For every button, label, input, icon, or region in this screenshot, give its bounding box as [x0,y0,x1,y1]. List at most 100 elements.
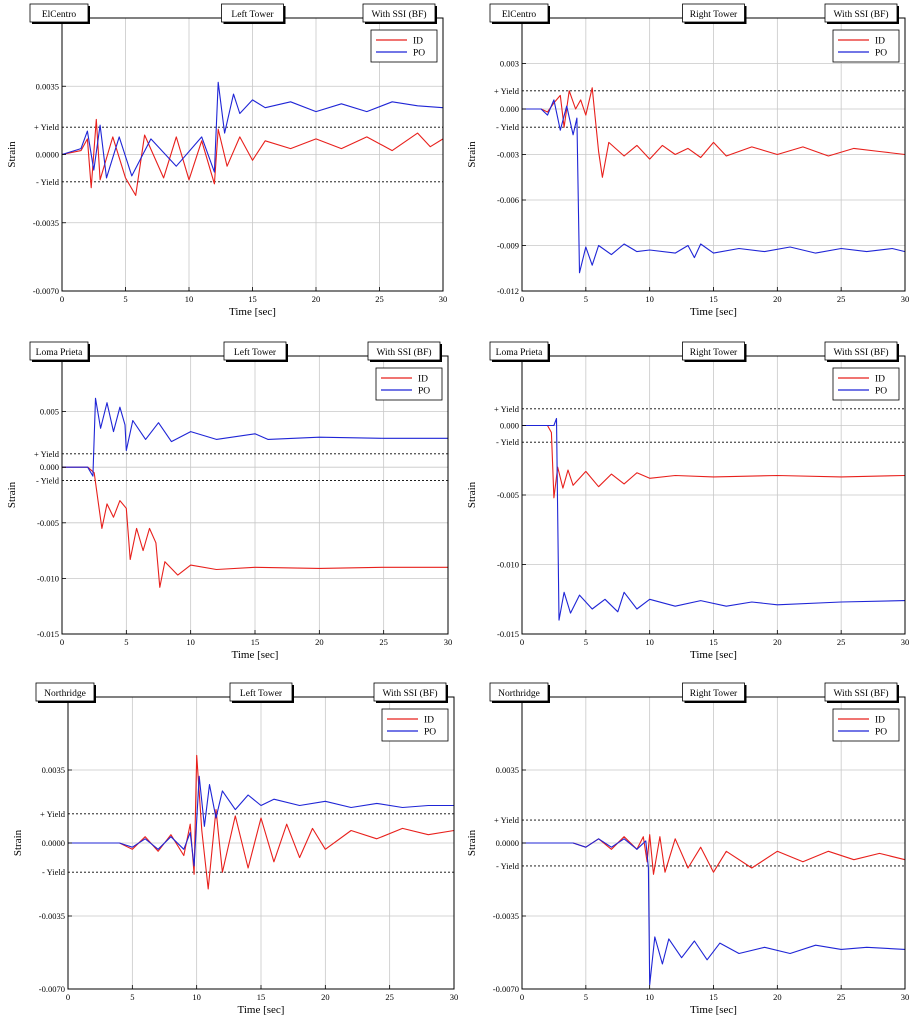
earthquake-label: Northridge [489,682,550,703]
chart-panel-5: 051015202530-0.0070-0.00350.00000.00350.… [12,682,458,1016]
x-axis-label: Time [sec] [690,649,737,661]
condition-label-box [367,341,441,361]
tower-label-box [682,682,745,702]
x-tick-label: 20 [773,992,782,1002]
y-tick-label: 0.005 [40,407,59,417]
earthquake-label-box [29,341,89,361]
legend-label-id: ID [418,375,428,385]
x-tick-label: 5 [130,992,134,1002]
y-tick-label: -0.0035 [33,218,59,228]
earthquake-label-text: Northridge [44,689,86,699]
legend-label-id: ID [875,37,885,47]
y-tick-label: 0.000 [40,462,59,472]
x-tick-label: 10 [192,992,201,1002]
legend: ID PO [375,367,443,401]
earthquake-label-box [29,3,89,23]
y-tick-label: -0.015 [37,629,59,639]
legend-label-po: PO [875,728,887,738]
x-axis-label: Time [sec] [238,1004,285,1016]
x-tick-label: 5 [584,992,588,1002]
y-tick-label: 0.0000 [496,838,519,848]
legend-label-po: PO [875,387,887,397]
chart-panel-3: 0 5 10 15 20 25 30 -0.015 -0.010 -0.005 0.000 0.005… [6,341,453,661]
tower-label-text: Left Tower [234,347,277,358]
yield-negative-label: - Yield [496,122,520,132]
x-tick-label: 5 [584,637,588,647]
legend-label-po: PO [418,387,430,397]
x-tick-label: 15 [709,992,718,1002]
tower-label-box [682,3,745,23]
x-tick-label: 15 [709,637,718,647]
yield-positive-label: + Yield [494,815,520,825]
tower-label-box [221,3,284,23]
x-tick-label: 20 [773,637,782,647]
legend-box [381,708,449,742]
earthquake-label-text: Loma Prieta [36,348,83,358]
legend-box [832,367,900,401]
legend: ID PO [381,708,449,742]
x-tick-label: 10 [186,637,195,647]
condition-label: With SSI (BF) [824,682,899,703]
x-axis-label: Time [sec] [229,306,276,318]
earthquake-label-box [35,682,95,702]
series-line-po [62,397,448,477]
yield-positive-label: + Yield [494,86,520,96]
condition-label-text: With SSI (BF) [833,9,888,20]
y-tick-label: -0.0070 [493,984,519,994]
y-axis-label: Strain [6,141,18,168]
tower-label-text: Left Tower [240,688,283,699]
y-tick-label: 0.0035 [42,765,65,775]
x-tick-label: 30 [444,637,453,647]
condition-label-box [824,341,898,361]
legend: ID PO [832,708,900,742]
legend-label-id: ID [875,716,885,726]
y-tick-label: 0.003 [500,59,519,69]
tower-label: Left Tower [229,682,294,703]
x-tick-label: 0 [520,637,524,647]
y-tick-label: -0.009 [497,241,519,251]
x-axis-label: Time [sec] [232,649,279,661]
yield-positive-label: + Yield [40,809,66,819]
y-tick-label: -0.003 [497,150,519,160]
chart-panel-4: 051015202530-0.015-0.010-0.0050.0000.005… [466,341,909,661]
x-tick-label: 10 [185,294,194,304]
earthquake-label-text: ElCentro [42,10,77,20]
x-tick-label: 20 [321,992,330,1002]
legend-box [832,29,900,63]
condition-label: With SSI (BF) [824,341,899,362]
y-tick-label: -0.015 [497,629,519,639]
tower-label-text: Left Tower [231,9,274,20]
y-axis-label: Strain [12,829,24,856]
chart-panel-1: 051015202530-0.0070-0.00350.00000.00350.… [6,3,448,318]
earthquake-label: Northridge [35,682,96,703]
x-axis-label: Time [sec] [690,306,737,318]
condition-label-box [824,3,898,23]
condition-label: With SSI (BF) [367,341,442,362]
x-tick-label: 15 [251,637,260,647]
condition-label-text: With SSI (BF) [833,688,888,699]
x-tick-label: 10 [645,637,654,647]
tower-label: Left Tower [221,3,286,24]
y-tick-label: -0.0035 [39,911,65,921]
y-tick-label: -0.005 [497,490,519,500]
tower-label-text: Right Tower [690,10,738,20]
y-axis-label: Strain [466,481,478,508]
x-tick-label: 25 [379,637,388,647]
x-tick-label: 30 [439,294,448,304]
y-tick-label: -0.006 [497,195,519,205]
condition-label-box [824,682,898,702]
legend-label-id: ID [413,37,423,47]
y-tick-label: 0.000 [500,421,519,431]
chart-panel-6: 051015202530-0.0070-0.00350.00000.00350.… [466,682,909,1016]
earthquake-label-box [489,341,549,361]
y-axis-label: Strain [6,481,18,508]
yield-positive-label: + Yield [34,122,60,132]
series-line-po [522,838,906,986]
legend-label-po: PO [875,49,887,59]
x-tick-label: 10 [645,992,654,1002]
earthquake-label: Loma Prieta [489,341,550,362]
yield-negative-label: - Yield [36,177,60,187]
condition-label-text: With SSI (BF) [376,347,431,358]
y-tick-label: 0.0035 [496,765,519,775]
y-tick-label: -0.0035 [493,911,519,921]
